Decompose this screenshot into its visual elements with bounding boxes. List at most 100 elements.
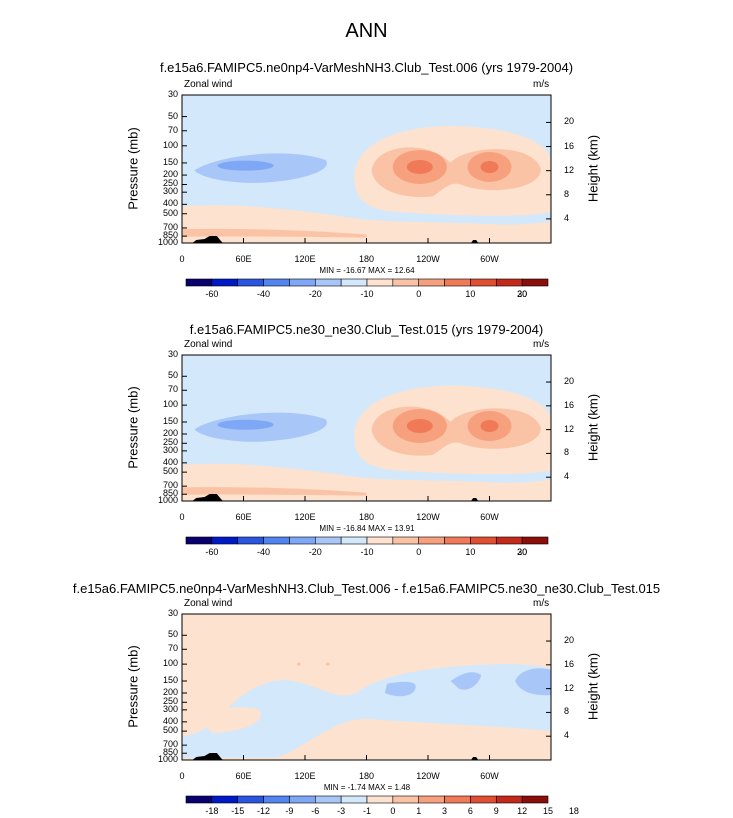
y-tick-label: 50 xyxy=(167,629,178,640)
colorbar-swatch xyxy=(495,536,523,545)
colorbar-swatch xyxy=(340,795,368,804)
y-tick-label: 1000 xyxy=(157,754,178,764)
variable-label: Zonal wind xyxy=(184,79,233,90)
y-tick-label: 400 xyxy=(162,715,178,726)
colorbar-swatch xyxy=(263,278,290,287)
colorbar-label: -10 xyxy=(360,547,374,557)
y-tick-label: 200 xyxy=(162,169,178,180)
y-axis-label: Pressure (mb) xyxy=(125,127,141,210)
units-label: m/s xyxy=(533,339,550,350)
y-tick-label: 100 xyxy=(162,139,178,150)
colorbar-label: -60 xyxy=(205,547,219,557)
westerly-low-core xyxy=(182,487,367,496)
contour-fill xyxy=(182,95,551,243)
y-tick-label: 70 xyxy=(167,384,178,395)
colorbar-label: 18 xyxy=(568,806,579,816)
colorbar-label: 10 xyxy=(465,289,476,299)
colorbar-label: -15 xyxy=(231,806,245,816)
colorbar-label: -60 xyxy=(205,289,219,299)
min-max-label: MIN = -1.74 MAX = 1.48 xyxy=(323,783,411,792)
colorbar-label: -9 xyxy=(285,806,294,816)
westerly-low-core xyxy=(182,228,367,238)
y-tick-label: 700 xyxy=(162,739,178,750)
colorbar-swatch xyxy=(392,278,420,287)
y2-tick-label: 12 xyxy=(564,164,575,175)
colorbar-swatch xyxy=(366,795,394,804)
x-tick-label: 120W xyxy=(416,512,440,522)
jet-core-inner-1 xyxy=(406,418,433,433)
colorbar-swatch xyxy=(289,536,316,545)
y-tick-label: 30 xyxy=(167,349,178,359)
colorbar-swatch xyxy=(289,795,316,804)
y2-tick-label: 20 xyxy=(564,376,575,387)
x-tick-label: 120W xyxy=(416,771,440,781)
colorbar-swatch xyxy=(314,278,342,287)
x-tick-label: 0 xyxy=(179,254,185,264)
colorbar-swatch xyxy=(495,278,523,287)
y-tick-label: 30 xyxy=(167,608,178,618)
x-tick-label: 180 xyxy=(358,254,375,264)
colorbar-swatch xyxy=(444,795,471,804)
contour-fill xyxy=(182,614,551,760)
colorbar-label: 6 xyxy=(467,806,473,816)
topography xyxy=(471,757,479,760)
min-max-label: MIN = -16.67 MAX = 12.64 xyxy=(319,266,415,275)
colorbar-label: -20 xyxy=(308,547,322,557)
colorbar-label: -40 xyxy=(257,547,271,557)
y-tick-label: 150 xyxy=(162,156,178,167)
variable-label: Zonal wind xyxy=(184,598,233,609)
y-tick-label: 250 xyxy=(162,178,178,189)
colorbar-swatch xyxy=(263,536,290,545)
colorbar-label: 0 xyxy=(416,289,422,299)
y2-axis-label: Height (km) xyxy=(585,134,601,203)
colorbar-label: 10 xyxy=(465,547,476,557)
colorbar-swatch xyxy=(418,536,445,545)
colorbar-swatch xyxy=(418,278,445,287)
topography xyxy=(192,753,223,760)
colorbar-label: 20 xyxy=(517,289,528,299)
y2-tick-label: 8 xyxy=(564,706,570,717)
negative-core-1 xyxy=(384,681,416,697)
colorbar-swatch xyxy=(211,278,239,287)
y-tick-label: 500 xyxy=(162,207,178,218)
colorbar-swatch xyxy=(237,795,264,804)
colorbar-label: 0 xyxy=(416,547,422,557)
colorbar-label: -18 xyxy=(205,806,219,816)
colorbar-swatch xyxy=(289,278,316,287)
topography xyxy=(471,240,479,243)
colorbar-label: -1 xyxy=(362,806,371,816)
y2-tick-label: 20 xyxy=(564,635,575,646)
x-tick-label: 120E xyxy=(294,254,316,264)
colorbar-label: 20 xyxy=(517,547,528,557)
negative-core-3 xyxy=(515,668,551,696)
colorbar-swatch xyxy=(340,536,368,545)
x-tick-label: 60E xyxy=(235,254,252,264)
x-tick-label: 60E xyxy=(235,512,252,522)
y-tick-label: 700 xyxy=(162,221,178,232)
y2-tick-label: 8 xyxy=(564,188,570,199)
y-tick-label: 200 xyxy=(162,427,178,438)
y-axis-label: Pressure (mb) xyxy=(125,645,141,728)
y2-tick-label: 16 xyxy=(564,658,575,669)
contour-fill xyxy=(182,355,551,501)
units-label: m/s xyxy=(533,79,550,90)
chart-panel-2 xyxy=(181,354,552,545)
y2-axis-label: Height (km) xyxy=(585,652,601,721)
y-tick-label: 850 xyxy=(162,747,178,758)
colorbar-label: -20 xyxy=(308,289,322,299)
colorbar-swatch xyxy=(237,278,264,287)
colorbar-label: -40 xyxy=(257,289,271,299)
colorbar-swatch xyxy=(521,536,549,545)
colorbar-label: -12 xyxy=(257,806,271,816)
chart-panel-1 xyxy=(181,94,552,287)
y-tick-label: 500 xyxy=(162,466,178,477)
x-tick-label: 60W xyxy=(480,512,499,522)
colorbar-swatch xyxy=(470,536,497,545)
colorbar-swatch xyxy=(185,536,213,545)
y-tick-label: 200 xyxy=(162,686,178,697)
colorbar-label: 12 xyxy=(517,806,528,816)
colorbar-swatch xyxy=(211,536,239,545)
y-tick-label: 250 xyxy=(162,437,178,448)
colorbar-label: 0 xyxy=(390,806,396,816)
